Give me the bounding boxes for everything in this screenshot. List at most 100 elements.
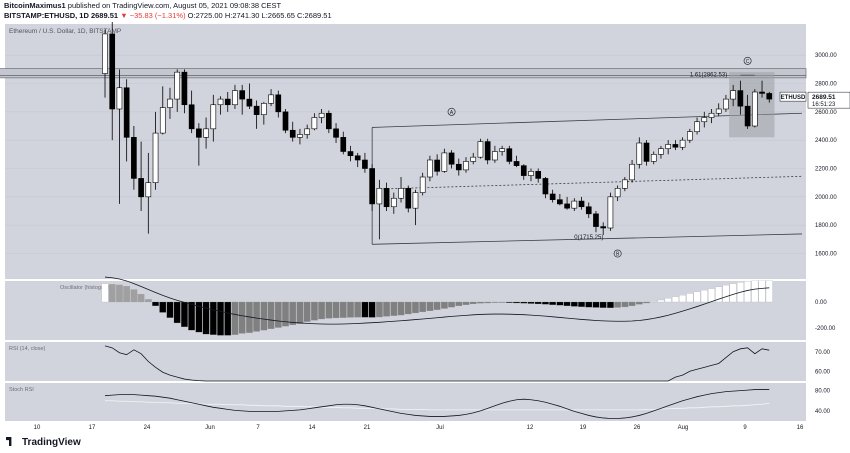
time-tick-label: 21 [364,425,371,431]
osc-histogram-bar [253,301,260,332]
candle-body [362,159,368,169]
candle-body [174,71,181,100]
time-tick-label: Jun [205,425,215,431]
osc-histogram-bar [621,301,629,308]
osc-histogram-bar [412,301,419,314]
osc-histogram-bar [137,294,145,303]
price-chart[interactable]: 1600.00 1800.00 2000.00 2200.00 2400.00 2600.… [0,22,850,433]
candle-body [232,90,238,106]
osc-histogram-bar [672,296,679,303]
candle-body [636,142,643,165]
candle-body [751,91,758,127]
panel-stoch-background [5,383,806,421]
candle-body [398,188,404,199]
rsi-tick-label: 60.00 [815,369,831,375]
candle-body [347,151,354,157]
osc-histogram-bar [217,301,224,336]
last-price-countdown: 16:51:23 [812,102,836,108]
osc-histogram-bar [166,301,174,318]
publisher-line: BitcoinMaximus1 published on TradingView… [4,1,281,10]
candle-body [448,152,455,165]
candle-body [419,176,426,193]
price-tick-label: 2800.00 [815,82,837,88]
highlight-box [729,72,775,138]
candle-body [390,197,397,208]
candle-body [672,144,679,148]
price-tick-label: 3000.00 [815,53,837,59]
candle-body [239,90,246,100]
candle-body [196,128,202,138]
close-value: 2689.51 [304,11,332,20]
osc-histogram-bar [144,299,152,303]
osc-histogram-bar [173,301,181,324]
candle-body [499,148,505,152]
osc-histogram-bar [224,301,232,336]
candle-body [455,163,462,171]
osc-histogram-bar [397,301,405,316]
low-label: L: [261,11,268,20]
osc-histogram-bar [578,301,585,307]
osc-histogram-bar [383,301,390,317]
candle-body [217,98,224,106]
candle-body [297,134,303,138]
time-tick-label: 16 [797,425,804,431]
osc-histogram-bar [426,301,434,311]
stoch-tick-label: 40.00 [815,409,831,415]
candle-body [477,141,484,158]
candle-body [629,163,635,181]
candle-body [203,128,209,138]
osc-tick-label: 0.00 [815,300,827,306]
osc-signal-line [104,276,770,325]
candle-body [614,188,621,198]
osc-histogram-bar [311,301,318,321]
candle-body [138,178,144,198]
osc-histogram-bar [715,286,723,303]
candle-body [109,33,116,110]
candle-body [210,104,217,130]
channel-midline [379,175,803,190]
candle-body [708,112,715,118]
author-name[interactable]: BitcoinMaximus1 [4,1,66,10]
candle-body [744,105,751,127]
osc-histogram-bar [368,301,376,318]
osc-histogram-bar [419,301,427,313]
stoch-panel-title: Stoch RSI [9,387,34,393]
candle-body [650,154,657,162]
osc-histogram-bar [108,284,116,303]
channel-lower-line [372,233,803,245]
candle-body [354,155,361,161]
osc-histogram-bar [614,301,621,308]
candle-body [282,111,289,131]
ohlc-line: BITSTAMP:ETHUSD, 1D 2689.51 ▼ −35.83 (−1… [4,11,332,20]
wave-label-circle [447,107,456,116]
osc-histogram-bar [339,301,347,318]
osc-histogram-bar [116,284,123,303]
osc-panel-title: Oscillator (histogram) [60,285,112,291]
osc-histogram-bar [462,301,470,305]
candle-body [665,144,672,149]
candle-body [131,137,137,179]
osc-histogram-bar [722,285,730,303]
candle-body [427,159,433,178]
osc-histogram-bar [592,301,600,308]
resistance-zone [0,68,807,79]
candle-body [593,213,599,227]
candle-body [268,94,274,104]
osc-histogram-bar [765,280,773,303]
candle-body [643,142,650,162]
osc-histogram-bar [657,299,665,303]
wave-label: C [746,59,750,65]
osc-histogram-bar [448,301,455,308]
candle-body [730,90,736,100]
rsi-panel-title: RSI (14, close) [9,346,46,352]
candle-body [759,91,765,94]
osc-histogram-bar [296,301,304,324]
candle-body [152,132,159,183]
price-tick-label: 1600.00 [815,252,837,258]
osc-histogram-bar [404,301,412,315]
osc-histogram-bar [664,298,672,303]
candle-body [513,161,520,166]
tradingview-logo[interactable]: TradingView [6,437,81,448]
osc-histogram-bar [520,301,528,304]
last-price-tag-value: 2689.51 [812,94,836,101]
